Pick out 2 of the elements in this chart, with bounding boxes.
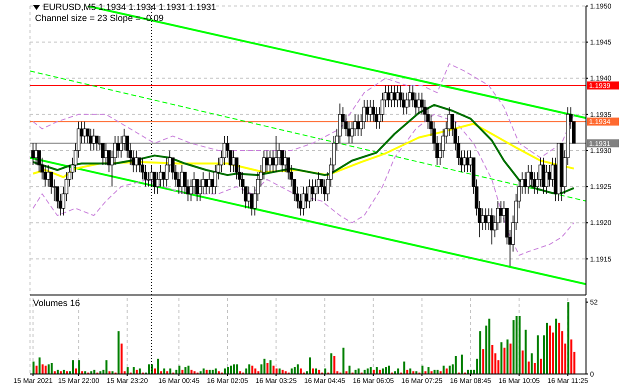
chart-title: EURUSD,M5 1.1934 1.1934 1.1931 1.1931 [43,2,216,13]
chart-title: Volumes 16 [33,298,80,309]
